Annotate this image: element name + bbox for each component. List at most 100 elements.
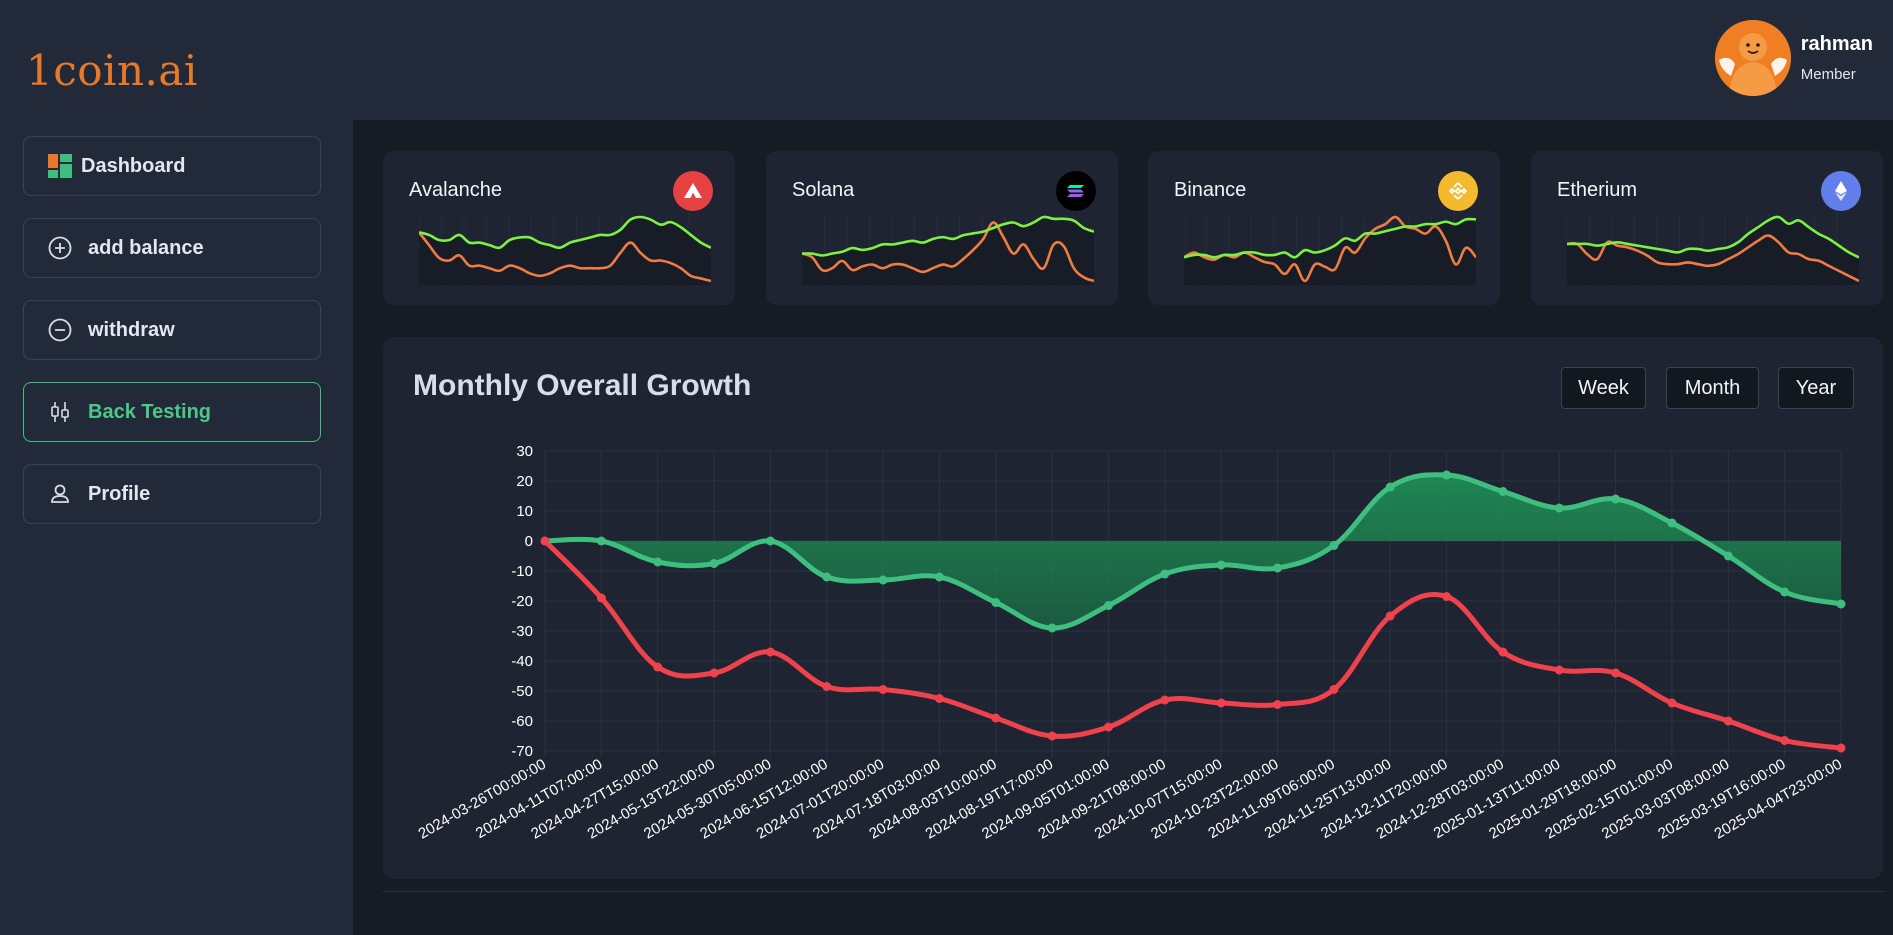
spark-line-green xyxy=(802,215,1094,257)
brand-logo[interactable]: 1coin.ai xyxy=(26,46,198,95)
binance-icon xyxy=(1438,171,1478,211)
sparkline xyxy=(419,213,711,285)
data-point-red xyxy=(596,593,606,603)
data-point-red xyxy=(991,713,1001,723)
y-tick-label: 20 xyxy=(516,473,533,490)
sidebar-item-label: Profile xyxy=(88,482,151,505)
growth-panel: Monthly Overall Growth Week Month Year 3… xyxy=(383,337,1883,879)
spark-area xyxy=(1184,218,1476,285)
data-point-green xyxy=(1160,569,1170,579)
spark-area xyxy=(419,217,711,285)
y-tick-label: -60 xyxy=(511,713,533,730)
dashboard-icon xyxy=(46,152,74,180)
week-button[interactable]: Week xyxy=(1561,367,1646,409)
sidebar-item-label: withdraw xyxy=(88,318,175,341)
sparkline xyxy=(1567,213,1859,285)
data-point-green xyxy=(878,575,888,585)
coin-card-solana[interactable]: Solana xyxy=(766,151,1118,305)
data-point-green xyxy=(1385,482,1395,492)
data-point-red xyxy=(1723,716,1733,726)
data-point-red xyxy=(1836,743,1846,753)
data-point-red xyxy=(1103,722,1113,732)
data-point-red xyxy=(1385,611,1395,621)
sidebar-item-back-testing[interactable]: Back Testing xyxy=(23,382,321,442)
top-header: 1coin.ai rahman Member xyxy=(0,0,1893,120)
y-tick-label: -50 xyxy=(511,683,533,700)
data-point-red xyxy=(765,647,775,657)
sparkline xyxy=(1184,213,1476,285)
data-point-red xyxy=(822,682,832,691)
y-tick-label: -30 xyxy=(511,623,533,640)
data-point-green xyxy=(1103,601,1113,610)
data-point-red xyxy=(1667,698,1677,708)
data-point-green xyxy=(1667,518,1677,528)
page-title: Monthly Overall Growth xyxy=(413,369,752,402)
month-button[interactable]: Month xyxy=(1666,367,1759,409)
data-point-green xyxy=(1273,563,1283,573)
y-tick-label: 30 xyxy=(516,443,533,460)
data-point-red xyxy=(1498,647,1508,657)
data-point-green xyxy=(709,559,719,568)
data-point-green xyxy=(1442,470,1452,480)
coin-name: Etherium xyxy=(1557,179,1638,201)
sidebar-item-withdraw[interactable]: withdraw xyxy=(23,300,321,360)
data-point-red xyxy=(709,668,719,678)
spark-area xyxy=(802,216,1094,285)
user-menu[interactable]: rahman Member xyxy=(1714,20,1873,96)
minus-circle-icon xyxy=(46,316,74,344)
spark-line-red xyxy=(419,231,711,283)
data-point-red xyxy=(934,694,944,703)
sidebar-item-profile[interactable]: Profile xyxy=(23,464,321,524)
spark-line-green xyxy=(419,215,711,250)
data-point-green xyxy=(1329,541,1339,550)
y-tick-label: -10 xyxy=(511,563,533,580)
sidebar: Dashboard add balance withdraw Back Test… xyxy=(0,120,353,935)
sidebar-item-dashboard[interactable]: Dashboard xyxy=(23,136,321,196)
avatar[interactable] xyxy=(1714,20,1791,96)
user-role: Member xyxy=(1800,66,1856,83)
sidebar-item-label: Back Testing xyxy=(88,400,211,423)
data-point-green xyxy=(991,598,1001,607)
y-tick-label: 0 xyxy=(525,533,533,550)
data-point-green xyxy=(765,536,775,546)
data-point-green xyxy=(1498,487,1508,496)
data-point-green xyxy=(596,536,606,546)
sidebar-item-label: add balance xyxy=(88,236,204,259)
data-point-red xyxy=(1160,695,1170,705)
data-point-green xyxy=(1047,623,1057,633)
user-icon xyxy=(46,480,74,508)
year-button[interactable]: Year xyxy=(1778,367,1854,409)
coin-card-etherium[interactable]: Etherium xyxy=(1531,151,1883,305)
data-point-red xyxy=(878,685,888,694)
sidebar-item-label: Dashboard xyxy=(81,154,186,177)
data-point-red xyxy=(1780,736,1790,745)
sidebar-item-add-balance[interactable]: add balance xyxy=(23,218,321,278)
coin-name: Avalanche xyxy=(409,179,503,201)
data-point-red xyxy=(1216,698,1226,708)
y-tick-label: -20 xyxy=(511,593,533,610)
data-point-green xyxy=(1611,494,1621,504)
data-point-red xyxy=(653,662,663,672)
coin-card-binance[interactable]: Binance xyxy=(1148,151,1500,305)
data-point-green xyxy=(1723,551,1733,561)
data-point-green xyxy=(540,536,550,546)
spark-line-red xyxy=(802,221,1094,283)
y-tick-label: -70 xyxy=(511,743,533,760)
sparkline xyxy=(802,213,1094,285)
data-point-red xyxy=(1329,685,1339,694)
growth-chart: 3020100-10-20-30-40-50-60-702024-03-26T0… xyxy=(416,443,1846,843)
spark-line-red xyxy=(1184,215,1476,283)
divider xyxy=(383,891,1883,892)
ethereum-icon xyxy=(1821,171,1861,211)
coin-name: Solana xyxy=(792,179,855,201)
spark-line-red xyxy=(1567,234,1859,283)
data-point-red xyxy=(1442,592,1452,601)
data-point-green xyxy=(1836,599,1846,609)
data-point-green xyxy=(1554,503,1564,513)
coin-name: Binance xyxy=(1174,179,1247,201)
coin-card-avalanche[interactable]: Avalanche xyxy=(383,151,735,305)
y-tick-label: -40 xyxy=(511,653,533,670)
data-point-red xyxy=(1047,731,1057,741)
candlestick-icon xyxy=(46,398,74,426)
data-point-green xyxy=(1780,587,1790,597)
